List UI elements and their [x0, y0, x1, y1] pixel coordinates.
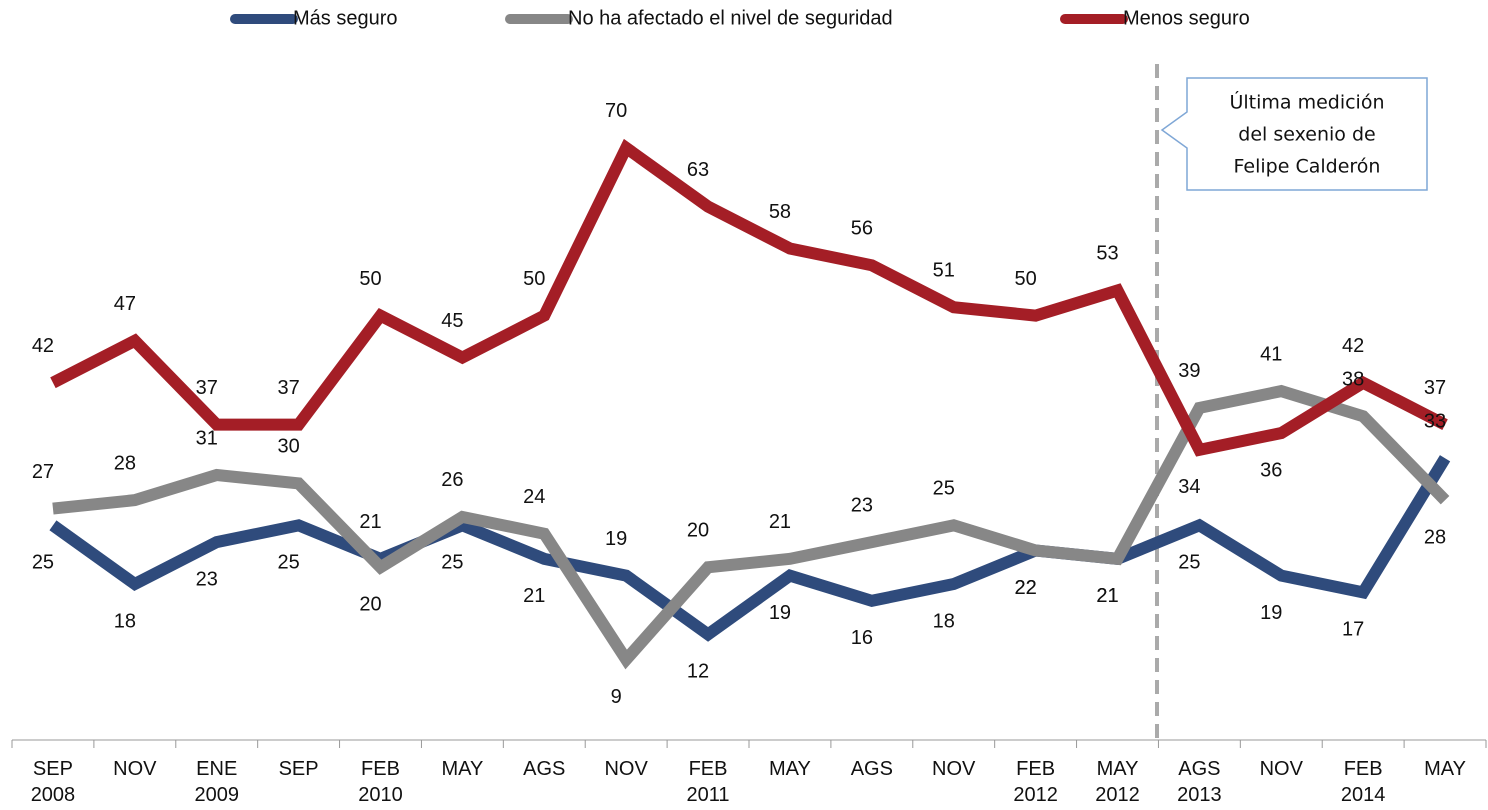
x-tick-label: SEP	[279, 758, 319, 780]
x-tick-label: MAY 2012	[1095, 758, 1140, 806]
data-label: 30	[277, 436, 299, 458]
data-label: 20	[687, 520, 709, 542]
data-label: 19	[1260, 602, 1282, 624]
data-label: 51	[933, 260, 955, 282]
data-label: 36	[1260, 459, 1282, 481]
x-tick-label: ENE 2009	[194, 758, 239, 806]
data-label: 21	[359, 511, 381, 533]
data-label: 9	[611, 686, 622, 708]
data-label: 22	[1014, 577, 1036, 599]
data-label: 18	[933, 610, 955, 632]
x-tick-label: AGS 2013	[1177, 758, 1222, 806]
data-label: 38	[1342, 369, 1364, 391]
legend-label: Menos seguro	[1123, 7, 1250, 29]
data-label: 25	[277, 552, 299, 574]
data-label: 47	[114, 293, 136, 315]
data-label: 21	[1096, 585, 1118, 607]
data-label: 23	[851, 494, 873, 516]
annotation: Última medición	[1229, 90, 1384, 114]
data-label: 24	[523, 486, 545, 508]
series-line	[50, 138, 1448, 457]
data-label: 25	[32, 552, 54, 574]
x-tick-label: NOV	[604, 758, 648, 780]
data-label: 18	[114, 610, 136, 632]
data-label: 22	[1014, 577, 1036, 599]
data-label: 33	[1424, 410, 1446, 432]
x-tick-label: AGS	[523, 758, 565, 780]
data-label: 42	[32, 335, 54, 357]
data-label: 58	[769, 201, 791, 223]
legend-label: No ha afectado el nivel de seguridad	[568, 7, 893, 29]
annotation: Felipe Calderón	[1234, 156, 1381, 178]
data-label: 31	[196, 427, 218, 449]
x-tick-label: NOV	[113, 758, 157, 780]
data-label: 27	[32, 461, 54, 483]
x-tick-label: MAY	[1424, 758, 1466, 780]
data-label: 23	[196, 568, 218, 590]
data-label: 21	[769, 511, 791, 533]
data-label: 50	[359, 268, 381, 290]
data-label: 21	[523, 585, 545, 607]
data-label: 12	[687, 661, 709, 683]
x-tick-label: NOV	[1260, 758, 1304, 780]
data-label: 53	[1096, 243, 1118, 265]
data-label: 19	[605, 528, 627, 550]
x-tick-label: FEB 2010	[358, 758, 403, 806]
annotation: del sexenio de	[1238, 124, 1375, 146]
data-label: 25	[933, 478, 955, 500]
data-label: 28	[114, 452, 136, 474]
data-label: 25	[441, 552, 463, 574]
x-tick-label: MAY	[769, 758, 811, 780]
data-label: 42	[1342, 335, 1364, 357]
x-tick-label: MAY	[441, 758, 483, 780]
x-tick-label: NOV	[932, 758, 976, 780]
series-line	[49, 455, 1451, 642]
data-label: 37	[196, 377, 218, 399]
data-label: 56	[851, 218, 873, 240]
data-label: 37	[1424, 377, 1446, 399]
data-label: 70	[605, 100, 627, 122]
x-tick-label: FEB 2011	[687, 758, 730, 806]
x-tick-label: SEP 2008	[31, 758, 76, 806]
data-label: 28	[1424, 526, 1446, 548]
legend-label: Más seguro	[293, 7, 398, 29]
data-label: 25	[1178, 552, 1200, 574]
data-label: 63	[687, 159, 709, 181]
x-tick-label: AGS	[851, 758, 893, 780]
data-label: 41	[1260, 343, 1282, 365]
x-tick-label: FEB 2014	[1341, 758, 1386, 806]
data-label: 50	[1014, 268, 1036, 290]
data-label: 39	[1178, 360, 1200, 382]
data-label: 16	[851, 627, 873, 649]
data-label: 21	[1096, 585, 1118, 607]
data-label: 20	[359, 594, 381, 616]
x-tick-label: FEB 2012	[1013, 758, 1058, 806]
data-label: 37	[277, 377, 299, 399]
series-line	[52, 384, 1450, 670]
annotation-box	[1160, 77, 1428, 191]
data-label: 26	[441, 469, 463, 491]
data-label: 17	[1342, 619, 1364, 641]
data-label: 34	[1178, 476, 1200, 498]
data-label: 45	[441, 310, 463, 332]
data-label: 50	[523, 268, 545, 290]
data-label: 19	[769, 602, 791, 624]
